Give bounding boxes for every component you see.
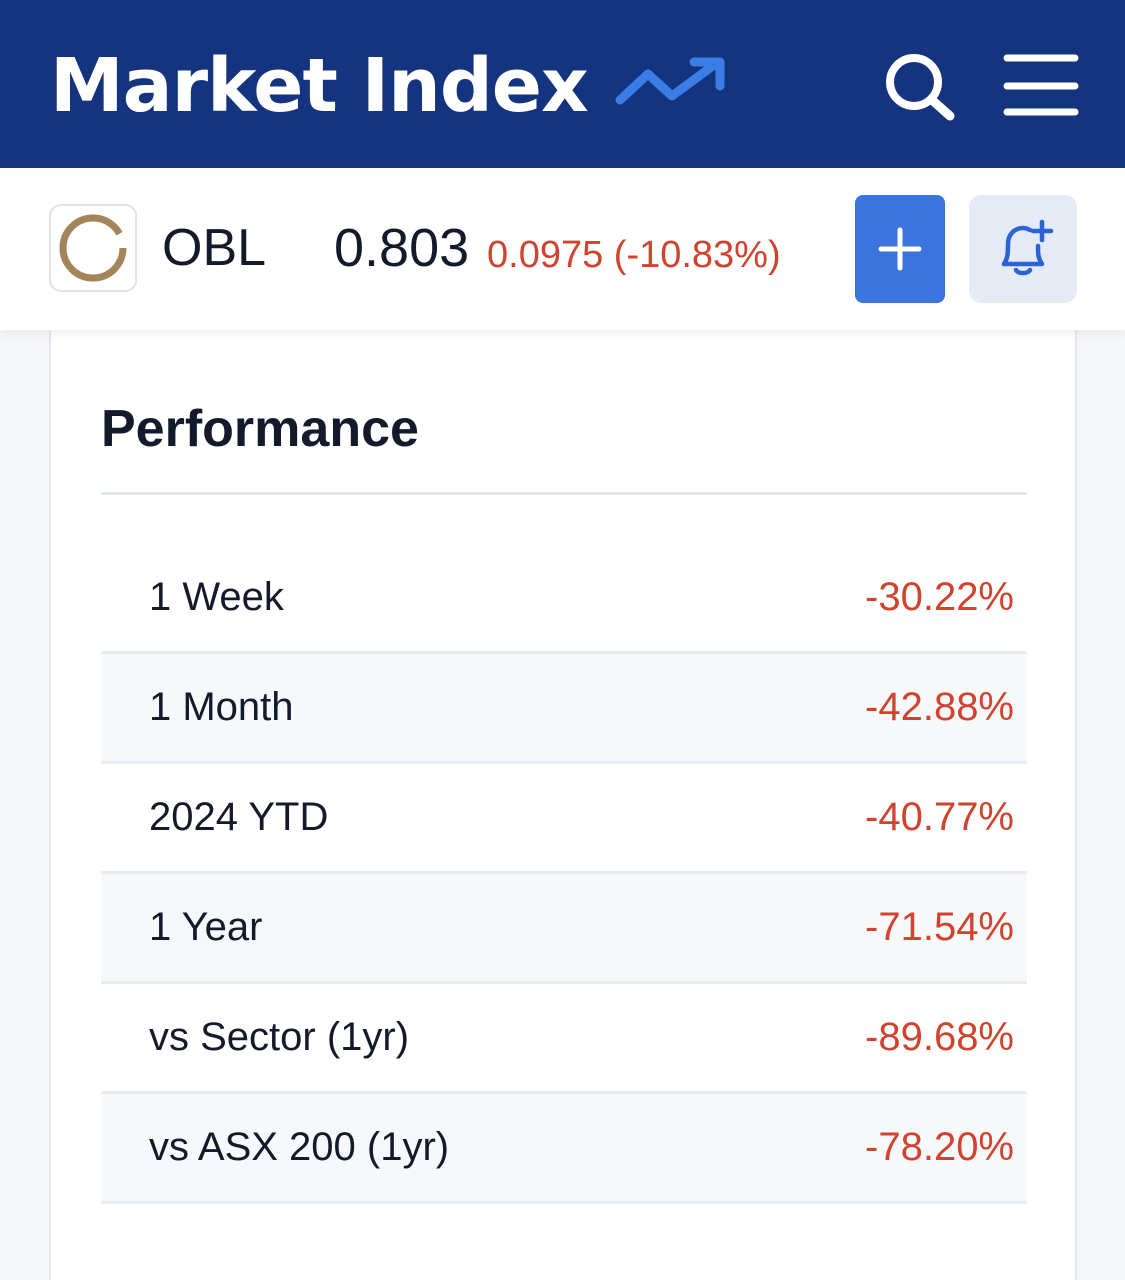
ticker-price: 0.803 [334,218,470,278]
row-value: -40.77% [865,795,1014,839]
add-to-watchlist-button[interactable] [855,195,945,303]
menu-button[interactable] [1002,52,1080,120]
brand-logo[interactable]: Market Index [50,46,730,126]
table-row: 2024 YTD -40.77% [101,764,1027,874]
row-label: 1 Week [149,575,284,619]
section-title: Performance [101,400,419,458]
row-label: 2024 YTD [149,795,329,839]
plus-icon [878,227,922,271]
bell-plus-icon [1001,219,1054,276]
top-nav-bar: Market Index [0,0,1125,168]
row-label: 1 Month [149,685,294,729]
row-label: 1 Year [149,905,263,949]
table-row: 1 Year -71.54% [101,874,1027,984]
company-logo [49,204,137,292]
price-alert-button[interactable] [969,195,1077,303]
row-value: -78.20% [865,1125,1014,1169]
trending-up-icon [615,57,725,105]
row-label: vs ASX 200 (1yr) [149,1125,450,1169]
search-icon [886,54,955,121]
row-value: -89.68% [865,1015,1014,1059]
table-row: 1 Week -30.22% [101,544,1027,654]
row-value: -71.54% [865,905,1014,949]
hamburger-menu-icon [1003,54,1079,116]
row-label: vs Sector (1yr) [149,1015,410,1059]
ticker-change: 0.0975 (-10.83%) [487,234,781,276]
ticker-code: OBL [162,219,267,277]
performance-table: 1 Week -30.22% 1 Month -42.88% 2024 YTD … [101,544,1027,1204]
table-row: vs Sector (1yr) -89.68% [101,984,1027,1094]
search-button[interactable] [882,52,958,122]
table-row: 1 Month -42.88% [101,654,1027,764]
divider [101,492,1027,495]
row-value: -30.22% [865,575,1014,619]
brand-name: Market Index [50,43,589,129]
performance-card: Performance 1 Week -30.22% 1 Month -42.8… [49,320,1077,1280]
company-ring-icon [59,214,128,282]
row-value: -42.88% [865,685,1014,729]
ticker-bar: OBL 0.803 0.0975 (-10.83%) [0,168,1125,330]
table-row: vs ASX 200 (1yr) -78.20% [101,1094,1027,1204]
